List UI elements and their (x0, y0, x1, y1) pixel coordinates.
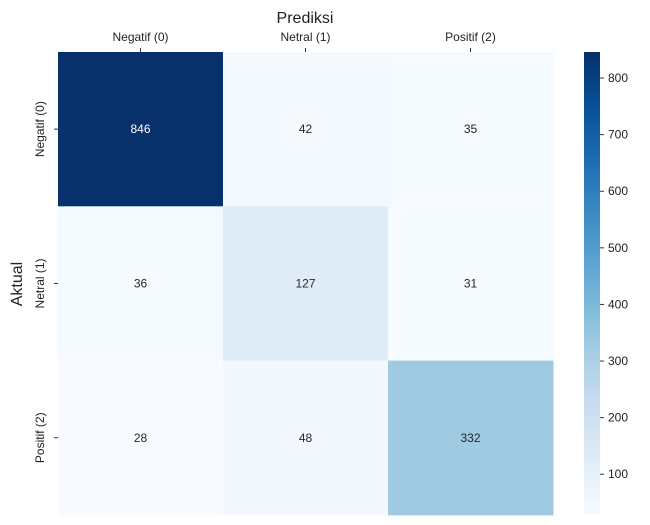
y-tick-label: Netral (1) (33, 258, 47, 308)
x-tick-label: Netral (1) (280, 30, 330, 44)
colorbar-ticks: 100 200 300 400 500 600 700 800 (600, 71, 628, 481)
heatmap-cell-label: 332 (460, 431, 480, 445)
colorbar-tick-label: 400 (608, 297, 628, 311)
heatmap-cell-label: 48 (299, 431, 313, 445)
heatmap-cell-label: 127 (295, 276, 315, 290)
x-tick-label: Positif (2) (445, 30, 496, 44)
heatmap-cell-label: 31 (464, 276, 478, 290)
heatmap-cell-r1-c0 (58, 206, 224, 362)
x-tick-label: Negatif (0) (112, 30, 168, 44)
heatmap-cell-r2-c1 (223, 360, 389, 516)
heatmap-cells (58, 52, 554, 516)
heatmap-cell-r2-c2 (388, 360, 554, 516)
heatmap-cell-r0-c1 (223, 52, 389, 207)
colorbar-tick-label: 800 (608, 71, 628, 85)
heatmap-cell-r1-c2 (388, 206, 554, 362)
colorbar-tick-label: 100 (608, 467, 628, 481)
heatmap-cell-label: 846 (130, 122, 150, 136)
heatmap-cell-labels: 846 42 35 36 127 31 28 48 332 (130, 122, 480, 445)
y-axis-ticks: Negatif (0) Netral (1) Positif (2) (33, 101, 58, 463)
heatmap-cell-label: 36 (134, 276, 148, 290)
x-axis-title: Prediksi (277, 10, 334, 27)
colorbar-tick-label: 600 (608, 184, 628, 198)
colorbar: 100 200 300 400 500 600 700 800 (584, 52, 628, 515)
heatmap-cell-r1-c1 (223, 206, 389, 362)
heatmap-cell-r0-c0 (58, 52, 224, 207)
y-tick-label: Positif (2) (33, 412, 47, 463)
heatmap-cell-r2-c0 (58, 360, 224, 516)
y-axis-title: Aktual (9, 262, 26, 306)
colorbar-tick-label: 200 (608, 411, 628, 425)
x-axis-ticks: Negatif (0) Netral (1) Positif (2) (112, 30, 496, 52)
colorbar-tick-label: 500 (608, 241, 628, 255)
colorbar-gradient (584, 52, 600, 515)
colorbar-tick-label: 700 (608, 128, 628, 142)
heatmap-cell-label: 35 (464, 122, 478, 136)
heatmap-cell-r0-c2 (388, 52, 554, 207)
heatmap-cell-label: 42 (299, 122, 313, 136)
heatmap-cell-label: 28 (134, 431, 148, 445)
colorbar-tick-label: 300 (608, 354, 628, 368)
y-tick-label: Negatif (0) (33, 101, 47, 157)
